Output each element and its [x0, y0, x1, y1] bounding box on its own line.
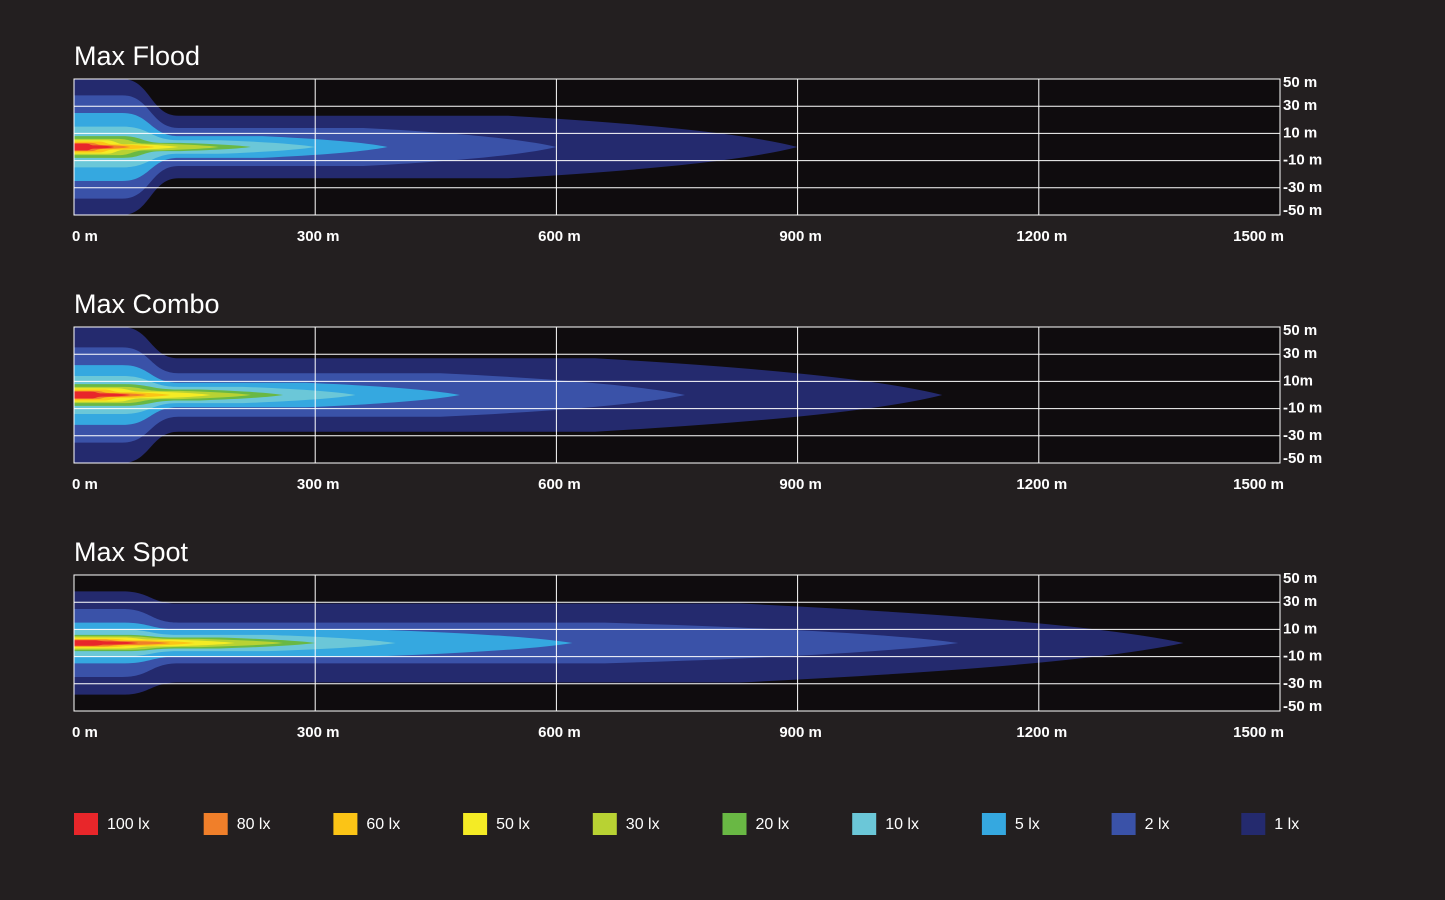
contours: [74, 327, 943, 463]
chart-title: Max Spot: [74, 537, 189, 567]
legend-label: 50 lx: [496, 816, 530, 833]
legend-swatch: [1111, 813, 1136, 835]
y-tick-label: -50 m: [1283, 202, 1322, 219]
legend-swatch: [1241, 813, 1266, 835]
legend-label: 1 lx: [1274, 816, 1299, 833]
y-tick-label: 50 m: [1283, 74, 1317, 91]
legend-label: 80 lx: [237, 816, 271, 833]
plot-frame: [73, 326, 1281, 464]
x-tick-label: 1500 m: [1233, 724, 1284, 741]
y-tick-label: -30 m: [1283, 675, 1322, 692]
y-tick-label: -10 m: [1283, 400, 1322, 417]
legend-swatch: [852, 813, 877, 835]
x-tick-label: 1200 m: [1016, 724, 1067, 741]
legend-swatch: [981, 813, 1006, 835]
x-tick-label: 0 m: [72, 476, 98, 493]
y-tick-label: -50 m: [1283, 698, 1322, 715]
x-tick-label: 900 m: [779, 228, 822, 245]
legend-label: 2 lx: [1145, 816, 1170, 833]
beam-chart: Max Combo 0 m 300 m 600 m 900 m 1200 m 1500 m 5…: [72, 289, 1322, 493]
legend-label: 100 lx: [107, 816, 150, 833]
y-tick-label: 30 m: [1283, 593, 1317, 610]
isolux-contour: [74, 640, 139, 646]
legend-label: 60 lx: [366, 816, 400, 833]
isolux-contour: [74, 391, 131, 399]
y-tick-label: -10 m: [1283, 152, 1322, 169]
y-tick-label: 10 m: [1283, 124, 1317, 141]
y-tick-label: 30 m: [1283, 345, 1317, 362]
plot-frame: [73, 78, 1281, 216]
beam-chart: Max Spot 0 m 300 m 600 m 900 m 1200 m 1500 m 50…: [72, 537, 1322, 741]
contours: [74, 591, 1184, 695]
legend-swatch: [722, 813, 747, 835]
y-tick-label: 30 m: [1283, 97, 1317, 114]
x-tick-label: 600 m: [538, 228, 581, 245]
legend: 100 lx 80 lx 60 lx 50 lx 30 lx 20 lx 10 lx 5 lx…: [74, 813, 1299, 835]
plot-frame: [73, 574, 1281, 712]
x-tick-label: 900 m: [779, 724, 822, 741]
y-tick-label: 10 m: [1283, 620, 1317, 637]
legend-swatch: [333, 813, 358, 835]
y-tick-label: -50 m: [1283, 450, 1322, 467]
x-tick-label: 300 m: [297, 476, 340, 493]
x-tick-label: 0 m: [72, 724, 98, 741]
x-tick-label: 600 m: [538, 476, 581, 493]
x-tick-label: 1500 m: [1233, 476, 1284, 493]
legend-swatch: [463, 813, 488, 835]
x-tick-label: 1200 m: [1016, 228, 1067, 245]
x-tick-label: 600 m: [538, 724, 581, 741]
legend-label: 30 lx: [626, 816, 660, 833]
x-tick-label: 300 m: [297, 228, 340, 245]
x-tick-label: 1200 m: [1016, 476, 1067, 493]
y-tick-label: 10m: [1283, 372, 1313, 389]
y-tick-label: -10 m: [1283, 648, 1322, 665]
isolux-contour: [74, 143, 115, 151]
x-tick-label: 900 m: [779, 476, 822, 493]
legend-label: 10 lx: [885, 816, 919, 833]
beam-chart: Max Flood 0 m 300 m 600 m 900 m 1200 m 1500 m 5…: [72, 41, 1322, 245]
y-tick-label: 50 m: [1283, 322, 1317, 339]
x-tick-label: 300 m: [297, 724, 340, 741]
legend-swatch: [74, 813, 98, 835]
legend-label: 20 lx: [756, 816, 790, 833]
y-tick-label: 50 m: [1283, 570, 1317, 587]
chart-title: Max Flood: [74, 41, 200, 71]
y-tick-label: -30 m: [1283, 179, 1322, 196]
x-tick-label: 1500 m: [1233, 228, 1284, 245]
chart-title: Max Combo: [74, 289, 220, 319]
x-tick-label: 0 m: [72, 228, 98, 245]
legend-label: 5 lx: [1015, 816, 1040, 833]
legend-swatch: [203, 813, 228, 835]
legend-swatch: [592, 813, 617, 835]
y-tick-label: -30 m: [1283, 427, 1322, 444]
